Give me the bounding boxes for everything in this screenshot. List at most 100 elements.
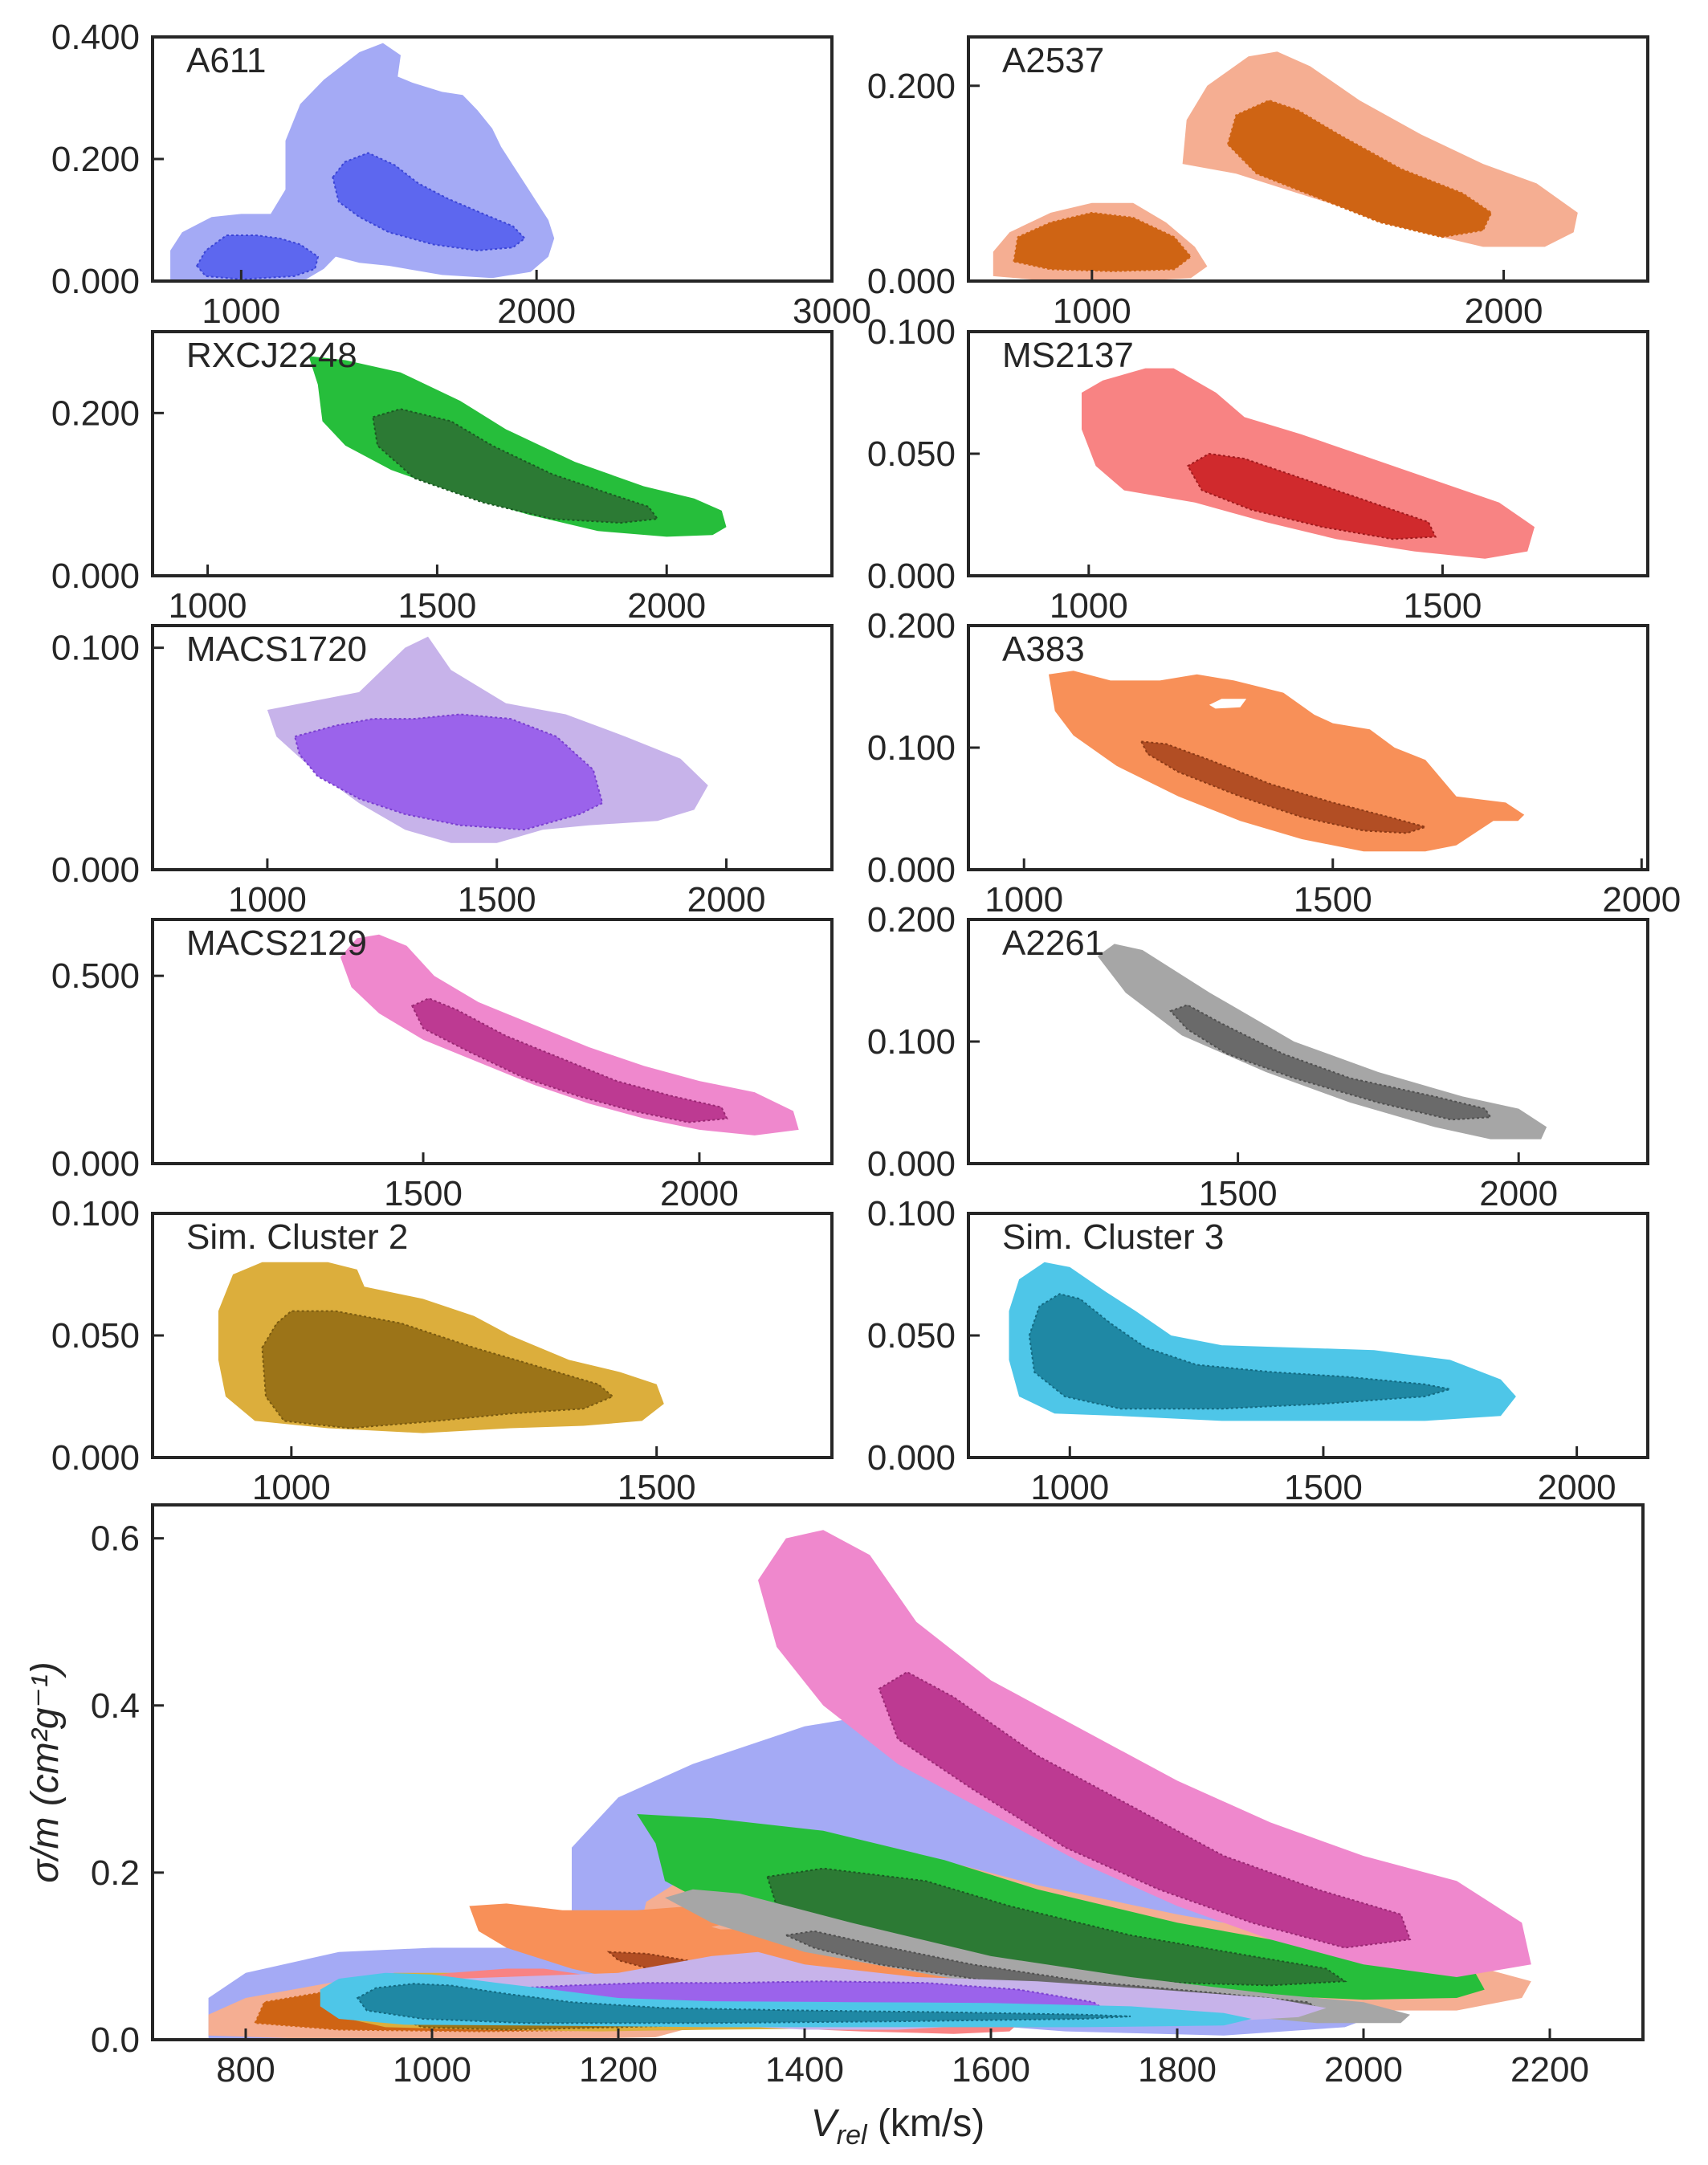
panel-a383-ytick-label: 0.000 [867, 850, 956, 890]
combined-xtick-label: 800 [216, 2050, 275, 2090]
panel-a383-label: A383 [1002, 630, 1085, 669]
panel-macs1720-ytick-label: 0.100 [51, 629, 140, 668]
panel-macs2129-xtick-label: 2000 [660, 1174, 739, 1213]
combined-ytick-label: 0.0 [91, 2020, 140, 2060]
panel-a2537-xtick-label: 2000 [1465, 292, 1543, 331]
panel-a611-xtick-label: 3000 [793, 292, 871, 331]
combined-xlabel: Vrel (km/s) [811, 2102, 984, 2151]
panel-sim-cluster-3-ytick-label: 0.100 [867, 1194, 956, 1233]
panel-sim-cluster-3-ytick-label: 0.000 [867, 1438, 956, 1478]
panel-a383-ytick-label: 0.200 [867, 606, 956, 646]
panel-a2261-ytick-label: 0.000 [867, 1144, 956, 1184]
combined-xtick-label: 1000 [393, 2050, 471, 2090]
combined-xtick-label: 1400 [765, 2050, 844, 2090]
panel-a383-inner-contour [1139, 740, 1429, 834]
panel-sim-cluster-2-frame [151, 1212, 834, 1459]
panel-rxcj2248-inner-contour [372, 408, 659, 524]
panel-a611-ytick-label: 0.200 [51, 140, 140, 179]
panel-a2261-inner-contour [1168, 1004, 1492, 1121]
panel-a383-frame [967, 624, 1649, 871]
panel-a611-xtick-label: 1000 [202, 292, 280, 331]
panel-a611: 1000 2000 3000 0.000 0.200 0.400 A611 [51, 18, 871, 331]
panel-a611-xtick-label: 2000 [497, 292, 576, 331]
combined-macs2129-outer-contour [758, 1530, 1531, 1977]
panel-sim-cluster-3-ytick-label: 0.050 [867, 1316, 956, 1356]
panel-macs1720-frame [151, 624, 834, 871]
combined-sim-cluster-3-inner-contour [356, 1983, 1131, 2024]
panel-sim-cluster-2-ytick-label: 0.100 [51, 1194, 140, 1233]
combined-xtick-label: 2200 [1510, 2050, 1589, 2090]
panel-a2261-ytick-label: 0.100 [867, 1022, 956, 1062]
panel-macs1720-label: MACS1720 [186, 630, 367, 669]
panel-macs1720-xtick-label: 2000 [687, 880, 766, 919]
panel-macs2129: 1500 2000 0.000 0.500 MACS2129 [51, 918, 834, 1213]
panel-a383-ytick-label: 0.100 [867, 728, 956, 768]
panel-rxcj2248-xtick-label: 1500 [397, 586, 476, 626]
panel-a611-frame [151, 35, 834, 283]
panel-macs1720-ytick-label: 0.000 [51, 850, 140, 890]
combined-xtick-label: 1600 [952, 2050, 1030, 2090]
panel-macs2129-xtick-label: 1500 [384, 1174, 463, 1213]
panel-a611-inner-contour [195, 152, 526, 280]
panel-ms2137-xtick-label: 1500 [1403, 586, 1482, 626]
panel-a2261-outer-contour [1097, 944, 1547, 1140]
panel-rxcj2248: 1000 1500 2000 0.000 0.200 RXCJ2248 [51, 330, 834, 626]
panel-ms2137-label: MS2137 [1002, 336, 1134, 375]
panel-ms2137-inner-contour [1186, 452, 1437, 540]
panel-ms2137-ytick-label: 0.000 [867, 557, 956, 596]
combined-xtick-label: 1800 [1138, 2050, 1217, 2090]
panel-rxcj2248-frame [151, 330, 834, 577]
panel-a383-xtick-label: 2000 [1602, 880, 1681, 919]
panel-ms2137-frame [967, 330, 1649, 577]
panel-a611-ytick-label: 0.000 [51, 262, 140, 301]
panel-a2537-label: A2537 [1002, 41, 1104, 80]
panel-ms2137-outer-contour [1082, 368, 1535, 559]
panel-a2537-xtick-label: 1000 [1053, 292, 1131, 331]
panel-macs1720-inner-contour [293, 713, 604, 831]
panel-ms2137-xtick-label: 1000 [1050, 586, 1128, 626]
panel-sim-cluster-2-inner-contour [261, 1310, 615, 1429]
panel-sim-cluster-3-xtick-label: 1000 [1030, 1468, 1109, 1507]
panel-a383-xtick-label: 1000 [984, 880, 1063, 919]
panel-sim-cluster-3-xtick-label: 1500 [1284, 1468, 1363, 1507]
combined-ytick-label: 0.4 [91, 1686, 140, 1726]
panel-rxcj2248-ytick-label: 0.200 [51, 393, 140, 433]
combined-ytick-label: 0.6 [91, 1519, 140, 1559]
panel-a2261-xtick-label: 2000 [1479, 1174, 1558, 1213]
panel-sim-cluster-2-label: Sim. Cluster 2 [186, 1217, 408, 1257]
panel-a2261-ytick-label: 0.200 [867, 900, 956, 940]
panel-a383-outer-contour [1049, 671, 1525, 852]
panel-macs2129-label: MACS2129 [186, 923, 367, 963]
combined-ytick-label: 0.2 [91, 1853, 140, 1893]
panel-ms2137-ytick-label: 0.050 [867, 434, 956, 474]
panel-a2261-frame [967, 918, 1649, 1165]
panel-macs2129-ytick-label: 0.500 [51, 956, 140, 996]
panel-macs1720: 1000 1500 2000 0.000 0.100 MACS1720 [51, 624, 834, 919]
panel-a383: 1000 1500 2000 0.000 0.100 0.200 A383 [867, 606, 1681, 919]
combined-macs2129-inner-contour [878, 1670, 1412, 1949]
combined-a2261-outer-contour [665, 1889, 1410, 2024]
panel-rxcj2248-xtick-label: 2000 [627, 586, 706, 626]
panel-sim-cluster-2-xtick-label: 1000 [252, 1468, 331, 1507]
panel-a611-label: A611 [186, 41, 267, 80]
panel-a2537-ytick-label: 0.200 [867, 67, 956, 106]
panel-macs2129-ytick-label: 0.000 [51, 1144, 140, 1184]
combined-xtick-label: 1200 [579, 2050, 658, 2090]
panel-rxcj2248-label: RXCJ2248 [186, 336, 357, 375]
panel-sim-cluster-2: 1000 1500 0.000 0.050 0.100 Sim. Cluster 2 [51, 1194, 834, 1507]
panel-sim-cluster-2-ytick-label: 0.050 [51, 1316, 140, 1356]
panel-rxcj2248-outer-contour [308, 356, 727, 537]
panel-ms2137-ytick-label: 0.100 [867, 312, 956, 352]
panel-a2261: 1500 2000 0.000 0.100 0.200 A2261 [867, 900, 1649, 1213]
panel-macs1720-xtick-label: 1000 [228, 880, 307, 919]
panel-a2537: 1000 2000 0.000 0.200 A2537 [867, 35, 1649, 331]
panel-macs2129-frame [151, 918, 834, 1165]
panel-macs1720-xtick-label: 1500 [458, 880, 536, 919]
panel-a2537-ytick-label: 0.000 [867, 262, 956, 301]
panel-a2261-xtick-label: 1500 [1199, 1174, 1278, 1213]
panel-sim-cluster-3-xtick-label: 2000 [1538, 1468, 1616, 1507]
panel-macs2129-inner-contour [410, 997, 728, 1123]
combined-rxcj2248-outer-contour [637, 1814, 1485, 2000]
panel-a2261-label: A2261 [1002, 923, 1104, 963]
